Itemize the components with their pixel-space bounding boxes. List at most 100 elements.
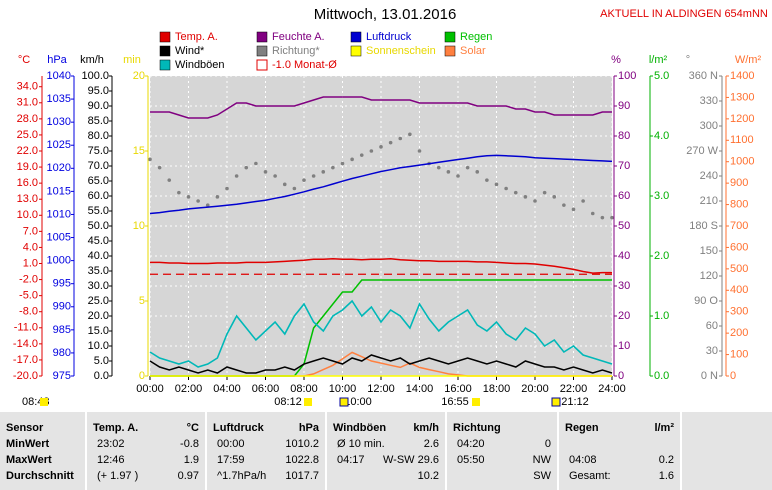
direction-dot <box>263 170 268 174</box>
x-tick-label: 18:00 <box>483 383 511 395</box>
y-tick-label: 80.0 <box>88 130 109 142</box>
x-tick-label: 22:00 <box>560 383 588 395</box>
direction-dot <box>513 190 518 195</box>
x-tick-label: 14:00 <box>406 383 434 395</box>
y-tick-label: 80 <box>618 130 630 142</box>
y-tick-label: 5 <box>139 295 145 307</box>
y-tick-label: 100 <box>618 70 636 82</box>
y-tick-label: 70.0 <box>88 160 109 172</box>
y-tick-label: 90 O <box>694 295 718 307</box>
y-tick-label: 35.0 <box>88 265 109 277</box>
direction-dot <box>446 170 451 174</box>
direction-dot <box>456 174 460 178</box>
axis-unit: °C <box>18 54 30 66</box>
y-tick-label: 20 <box>618 310 630 322</box>
table-cell: NW <box>533 454 552 466</box>
table-cell: 04:17 <box>337 454 365 466</box>
y-tick-label: 0 <box>139 370 145 382</box>
table-row-label: Durchschnitt <box>6 470 74 482</box>
y-tick-label: 1.0 <box>23 257 38 269</box>
legend-swatch <box>159 45 171 57</box>
table-cell: (+ 1.97 ) <box>97 470 138 482</box>
y-tick-label: 0.0 <box>94 370 109 382</box>
legend-swatch <box>159 59 171 71</box>
axis-unit: l/m² <box>649 54 668 66</box>
y-tick-label: 1025 <box>47 139 71 151</box>
direction-dot <box>552 195 557 199</box>
legend-swatch <box>444 31 456 43</box>
direction-dot <box>167 178 172 182</box>
table-cell: 0 <box>545 438 551 450</box>
table-cell: 1.6 <box>659 470 674 482</box>
table-cell: 23:02 <box>97 438 125 450</box>
legend-swatch <box>350 31 362 43</box>
direction-dot <box>215 195 220 199</box>
table-cell: 1.9 <box>184 454 199 466</box>
y-tick-label: -11.0 <box>14 322 38 334</box>
table-row-label: MaxWert <box>6 454 52 466</box>
direction-dot <box>359 153 364 157</box>
table-cell: 17:59 <box>217 454 245 466</box>
y-tick-label: 150 <box>700 245 718 257</box>
axis-unit: % <box>611 54 621 66</box>
y-tick-label: 120 <box>700 270 718 282</box>
direction-dot <box>205 203 210 207</box>
y-tick-label: 5.0 <box>94 355 109 367</box>
y-tick-label: 4.0 <box>654 130 669 142</box>
direction-dot <box>321 170 326 174</box>
y-tick-label: 45.0 <box>88 235 109 247</box>
direction-dot <box>254 161 258 166</box>
direction-dot <box>379 145 383 149</box>
direction-dot <box>398 136 403 141</box>
table-cell: 04:08 <box>569 454 597 466</box>
y-tick-label: 90 <box>618 100 630 112</box>
y-tick-label: 1000 <box>730 156 754 168</box>
y-tick-label: 5.0 <box>654 70 669 82</box>
direction-dot <box>388 140 393 145</box>
y-tick-label: 70 <box>618 160 630 172</box>
legend-swatch <box>256 59 268 71</box>
y-tick-label: 180 S <box>689 220 718 232</box>
time-marker: 08:12 <box>274 396 302 408</box>
y-tick-label: 95.0 <box>88 85 109 97</box>
legend-swatch <box>256 31 268 43</box>
table-row-label: MinWert <box>6 438 50 450</box>
table-cell: ^1.7hPa/h <box>217 470 266 482</box>
y-tick-label: 60.0 <box>88 190 109 202</box>
y-tick-label: 10 <box>133 220 145 232</box>
table-cell: 00:00 <box>217 438 245 450</box>
y-tick-label: 0 N <box>701 370 718 382</box>
chart-subtitle: AKTUELL IN ALDINGEN 654mNN <box>600 8 768 20</box>
direction-dot <box>494 182 499 187</box>
y-tick-label: 0 <box>730 370 736 382</box>
y-tick-label: 270 W <box>686 145 718 157</box>
y-tick-label: 1040 <box>47 70 71 82</box>
y-tick-label: 240 <box>700 170 718 182</box>
axis-unit: ° <box>686 54 690 66</box>
y-tick-label: 500 <box>730 263 748 275</box>
y-tick-label: -20.0 <box>13 370 38 382</box>
y-tick-label: 85.0 <box>88 115 109 127</box>
direction-dot <box>369 149 374 153</box>
y-tick-label: 40.0 <box>88 250 109 262</box>
axis-unit: km/h <box>80 54 104 66</box>
y-tick-label: 360 N <box>689 70 718 82</box>
table-background <box>0 412 772 490</box>
table-cell: 1022.8 <box>285 454 319 466</box>
table-cell: Ø 10 min. <box>337 438 385 450</box>
table-header: Temp. A. <box>93 422 138 434</box>
x-tick-label: 10:00 <box>329 383 357 395</box>
y-tick-label: 100.0 <box>81 70 109 82</box>
x-tick-label: 24:00 <box>598 383 626 395</box>
y-tick-label: 0.0 <box>654 370 669 382</box>
axis-unit: W/m² <box>735 54 762 66</box>
x-tick-label: 06:00 <box>252 383 280 395</box>
y-tick-label: 15.0 <box>88 325 109 337</box>
y-tick-label: 1015 <box>47 185 71 197</box>
y-tick-label: 25.0 <box>88 295 109 307</box>
legend-swatch <box>256 45 268 57</box>
table-cell: SW <box>533 470 551 482</box>
